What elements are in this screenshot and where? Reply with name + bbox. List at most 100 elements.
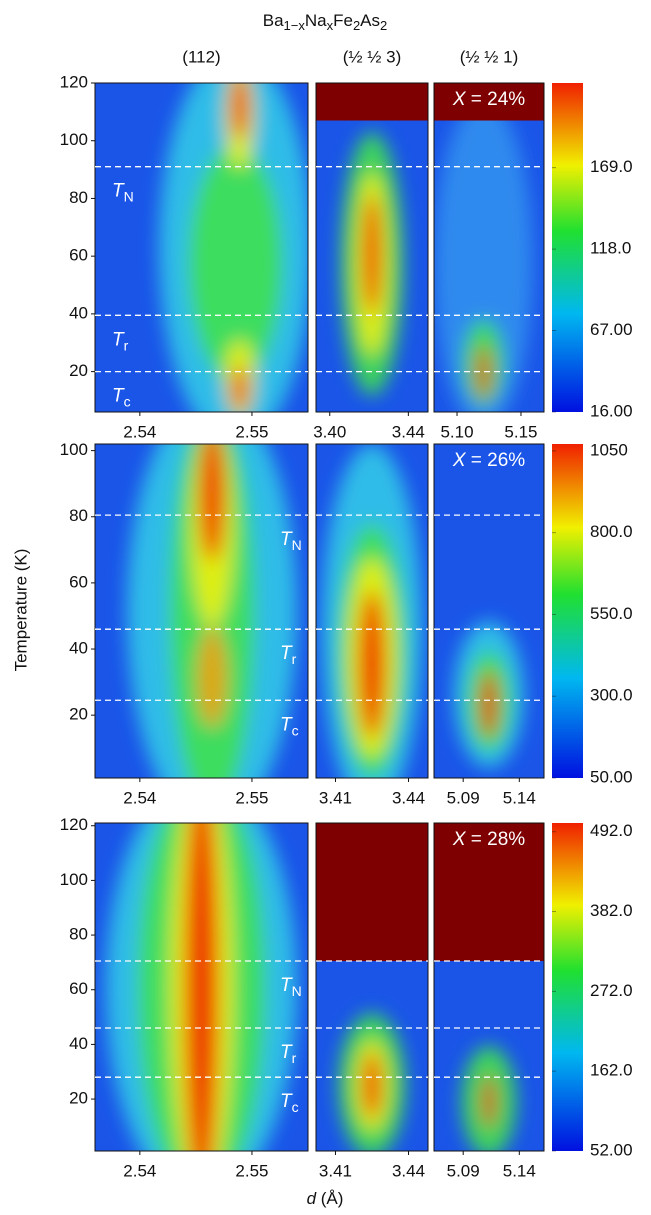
transition-symbol: T: [280, 975, 293, 996]
intensity-layer: [338, 1013, 406, 1151]
no-data-band: [434, 823, 544, 962]
composition-value: = 24%: [466, 89, 526, 110]
heatmap-panel: [95, 83, 308, 412]
composition-label: X = 26%: [452, 450, 525, 471]
colorbar-tick-label: 169.0: [590, 157, 633, 176]
title-part: Na: [305, 11, 327, 30]
title-part: 2: [353, 18, 360, 33]
transition-symbol: T: [280, 643, 293, 664]
x-tick-label: 2.55: [235, 788, 268, 807]
heatmap-panel: [316, 444, 428, 778]
panel-frame: [433, 443, 545, 779]
transition-label: Tr: [280, 643, 297, 667]
no-data-band: [434, 83, 544, 121]
x-tick-label: 5.14: [503, 788, 536, 807]
intensity-blob: [476, 346, 491, 399]
intensity-blob: [480, 671, 498, 738]
composition-label: X = 24%: [452, 89, 525, 110]
heatmap-panel: [95, 823, 308, 1151]
y-tick-label: 20: [69, 361, 88, 380]
intensity-blob: [363, 1052, 381, 1119]
heatmap-panel: [434, 83, 544, 412]
colorbar-tick-label: 118.0: [590, 239, 631, 258]
x-tick-label: 2.54: [123, 788, 156, 807]
transition-symbol: T: [280, 1091, 293, 1112]
colorbar: [552, 83, 583, 412]
colorbar-tick-label: 382.0: [590, 901, 633, 920]
y-tick-label: 80: [69, 188, 88, 207]
transition-label: TN: [280, 975, 302, 999]
intensity-layer: [321, 444, 423, 778]
x-tick-label: 3.41: [319, 1161, 352, 1180]
transition-subscript: c: [124, 393, 131, 409]
x-label-var: d: [307, 1189, 317, 1208]
y-tick-label: 20: [69, 1089, 88, 1108]
title-part: Fe: [333, 11, 353, 30]
column-header: (½ ½ 1): [460, 47, 519, 66]
transition-subscript: r: [292, 651, 297, 667]
composition-var: X: [452, 829, 467, 850]
x-tick-label: 5.10: [440, 422, 473, 441]
intensity-blob: [358, 590, 386, 738]
title-part: x: [327, 18, 334, 33]
transition-symbol: T: [112, 329, 125, 350]
x-tick-label: 5.09: [447, 1161, 480, 1180]
transition-label: TN: [112, 181, 134, 205]
y-tick-label: 100: [60, 440, 88, 459]
y-tick-label: 60: [69, 979, 88, 998]
intensity-layer: [453, 621, 525, 768]
panel-frame: [433, 82, 545, 413]
x-tick-label: 3.44: [392, 422, 425, 441]
x-tick-label: 5.09: [447, 788, 480, 807]
colorbar-tick-label: 52.00: [590, 1140, 633, 1159]
colorbar-tick-label: 800.0: [590, 522, 633, 541]
no-data-band: [316, 83, 428, 121]
heatmap-panel: [316, 83, 428, 412]
transition-subscript: N: [124, 188, 134, 204]
title-part: 1−x: [284, 18, 306, 33]
title-part: As: [360, 11, 380, 30]
heatmap-panel: [316, 823, 428, 1151]
transition-label: Tc: [280, 714, 299, 738]
transition-symbol: T: [280, 1042, 293, 1063]
transition-label: Tr: [280, 1042, 297, 1066]
transition-subscript: c: [292, 1099, 299, 1115]
y-tick-label: 80: [69, 925, 88, 944]
x-tick-label: 2.55: [235, 422, 268, 441]
intensity-blob: [482, 1075, 496, 1129]
y-tick-label: 60: [69, 572, 88, 591]
x-label-unit: (Å): [316, 1189, 343, 1208]
y-tick-label: 60: [69, 246, 88, 265]
transition-subscript: N: [292, 537, 302, 553]
y-tick-label: 40: [69, 1034, 88, 1053]
colorbar-tick-label: 16.00: [590, 401, 633, 420]
panel-frame: [315, 822, 429, 1152]
intensity-layer: [158, 83, 308, 412]
transition-subscript: c: [292, 722, 299, 738]
colorbar-tick-label: 300.0: [590, 686, 633, 705]
colorbar-tick-label: 1050: [590, 440, 628, 459]
colorbar-tick-label: 550.0: [590, 604, 633, 623]
x-tick-label: 5.15: [504, 422, 537, 441]
panel-frame: [433, 822, 545, 1152]
transition-label: Tc: [280, 1091, 299, 1115]
y-tick-label: 40: [69, 303, 88, 322]
x-tick-label: 3.41: [319, 788, 352, 807]
x-tick-label: 3.44: [392, 1161, 425, 1180]
panel-frame: [94, 82, 309, 413]
intensity-blob: [363, 194, 381, 314]
intensity-layer: [105, 823, 298, 1151]
transition-subscript: r: [292, 1050, 297, 1066]
colorbar: [552, 823, 583, 1151]
intensity-blob: [231, 83, 249, 139]
intensity-layer: [434, 99, 533, 412]
intensity-blob: [197, 627, 228, 728]
panel-frame: [315, 443, 429, 779]
title-part: 2: [380, 18, 387, 33]
intensity-layer: [461, 1046, 517, 1151]
transition-label: Tr: [112, 329, 129, 353]
heatmap-panel: [434, 444, 544, 778]
panel-frame: [94, 822, 309, 1152]
composition-value: = 28%: [466, 829, 526, 850]
